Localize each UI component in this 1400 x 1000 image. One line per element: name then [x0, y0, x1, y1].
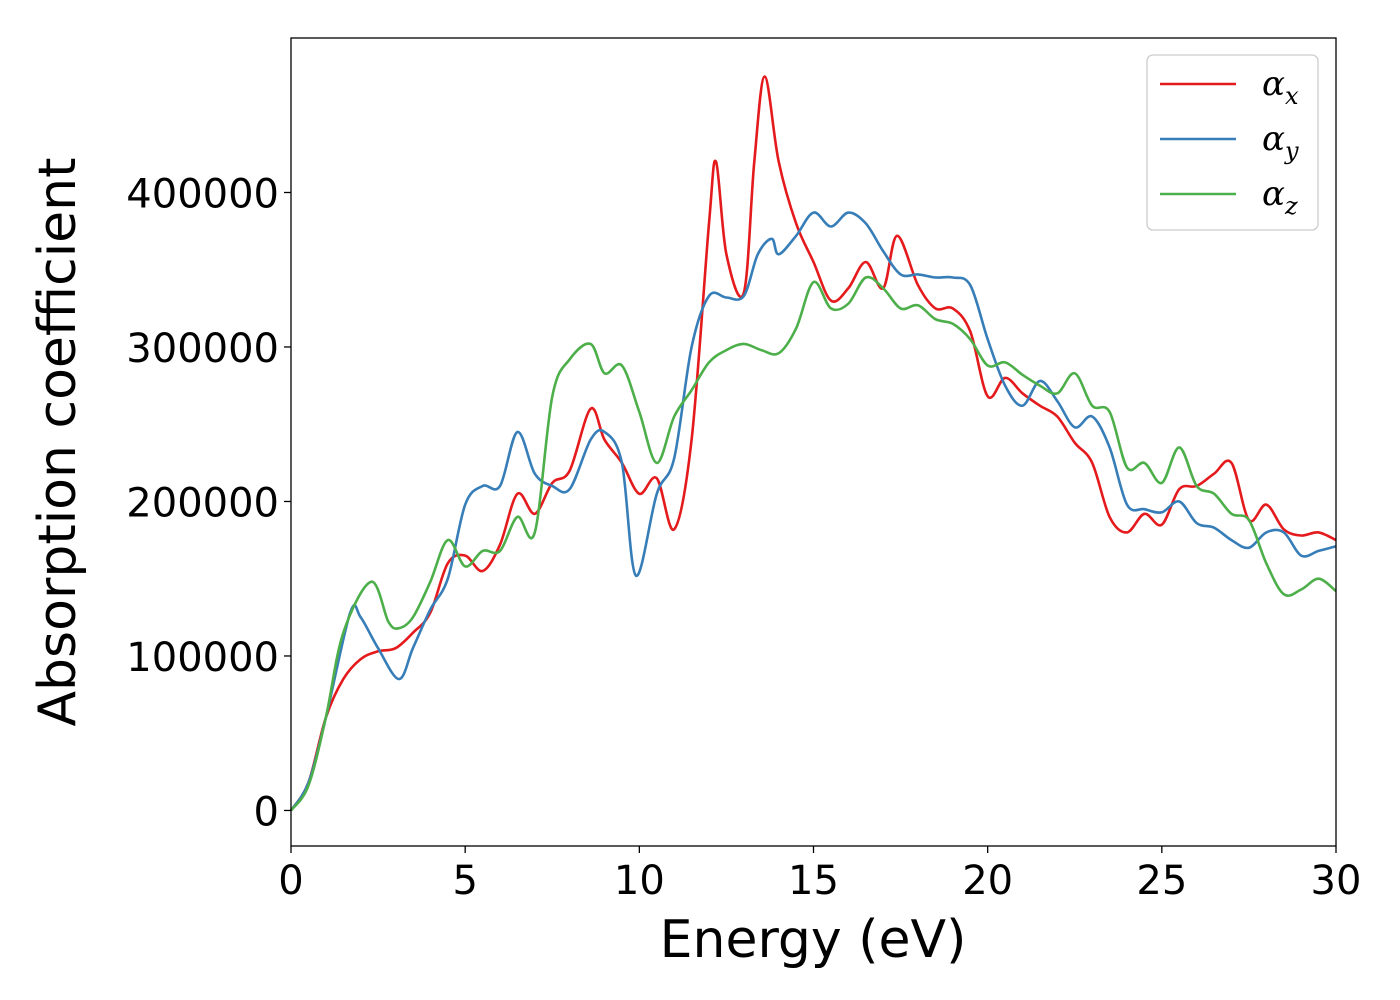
x-tick-label: 10: [614, 858, 665, 904]
series-line-z: [289, 275, 1337, 812]
ticks-layer: 0 5 10 15 20 25 30 0 100000 200000 300000 400000: [126, 171, 1361, 904]
y-tick-label: 400000: [126, 171, 279, 217]
legend-label-z: αz: [1262, 174, 1298, 220]
y-tick-label: 300000: [126, 326, 279, 372]
legend: αx αy αz: [1146, 54, 1319, 231]
x-tick-label: 20: [962, 858, 1013, 904]
x-tick-label: 0: [278, 858, 303, 904]
series-line-x: [289, 75, 1337, 812]
y-tick-label: 200000: [126, 480, 279, 526]
series-line-y: [289, 211, 1337, 812]
x-tick-label: 15: [788, 858, 839, 904]
y-tick-label: 100000: [126, 635, 279, 681]
y-tick-label: 0: [254, 789, 279, 835]
x-tick-label: 30: [1311, 858, 1362, 904]
x-tick-label: 5: [452, 858, 477, 904]
legend-box: [1146, 54, 1319, 231]
x-axis-title: Energy (eV): [660, 910, 967, 970]
legend-label-x: αx: [1262, 64, 1299, 110]
y-axis-title: Absorption coefficient: [28, 157, 88, 726]
series-layer: [289, 75, 1337, 812]
x-tick-label: 25: [1136, 858, 1187, 904]
legend-label-y: αy: [1262, 119, 1299, 165]
